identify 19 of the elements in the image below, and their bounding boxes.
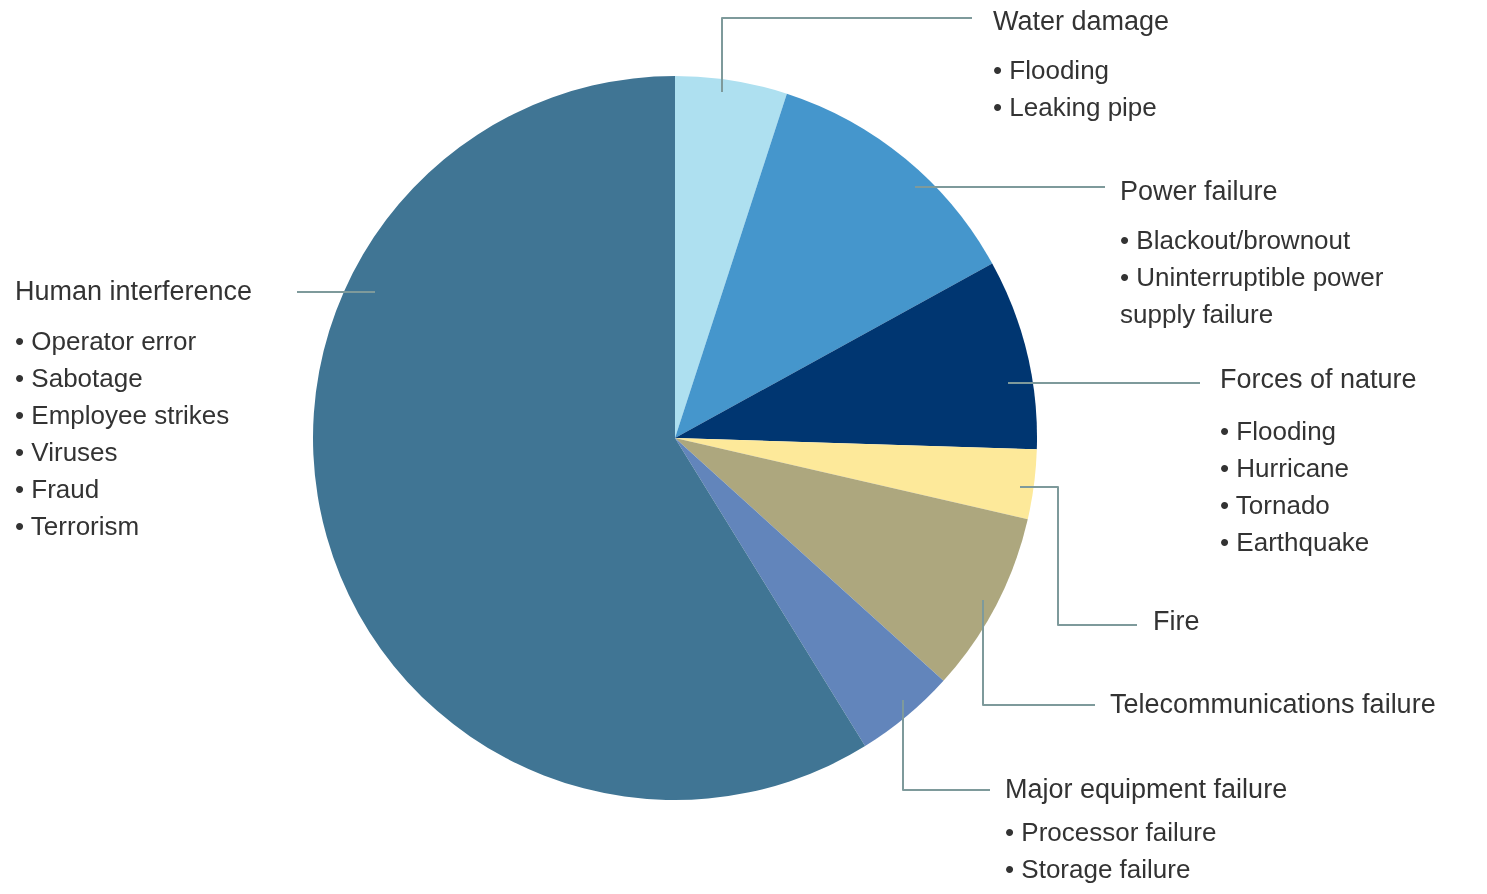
slice-label: Power failure	[1120, 176, 1278, 206]
slice-label: Forces of nature	[1220, 364, 1417, 394]
text: • Flooding • Leaking pipe	[993, 55, 1157, 122]
slice-label: Telecommunications failure	[1110, 689, 1436, 719]
pie-slice	[675, 263, 1037, 450]
pie-slice	[675, 438, 944, 747]
text: • Operator error • Sabotage • Employee strikes • Viruses • Fraud • Terrorism	[15, 326, 230, 541]
pie-slice	[675, 76, 787, 438]
pie-slice	[313, 76, 866, 800]
text: • Processor failure • Storage failure	[1005, 817, 1217, 884]
text: • Flooding • Hurricane • Tornado • Earthquake	[1220, 416, 1370, 557]
pie-slice	[675, 438, 1037, 520]
slice-label: Major equipment failure	[1005, 774, 1288, 804]
pie-slice	[675, 438, 1028, 681]
slice-label: Water damage	[993, 6, 1170, 36]
slice-label: Human interference	[15, 276, 253, 306]
text: • Blackout/brownout • Uninterruptible power supply failure	[1120, 225, 1384, 329]
pie-slice	[675, 93, 993, 438]
slice-label: Fire	[1153, 606, 1200, 636]
